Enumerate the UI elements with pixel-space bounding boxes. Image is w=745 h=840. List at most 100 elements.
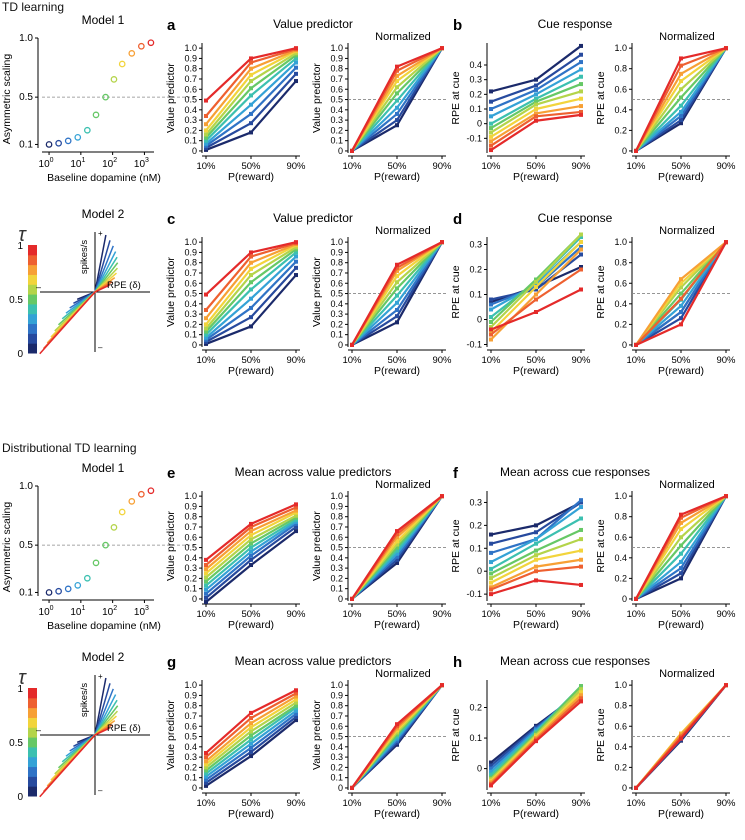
y-tick-label: 0.3 [469,240,482,250]
data-point [294,250,298,255]
y-axis-label: RPE at cue [450,519,462,572]
data-point [102,541,109,549]
data-point [440,240,444,245]
y-tick-label: 0.2 [330,125,343,135]
data-point [395,726,399,731]
data-point [204,147,208,152]
y-tick-label: 0.4 [184,105,197,115]
data-point [204,138,208,143]
x-tick-label: 90% [571,609,591,620]
data-point [249,749,253,754]
x-tick-label: 50% [241,355,261,366]
data-point [534,530,538,535]
y-tick-label: 0.4 [614,299,627,309]
data-point [204,774,208,779]
data-point [249,557,253,562]
chart-e-raw: 00.10.20.30.40.50.60.70.80.91.0 10% 50% 90%… [165,491,306,631]
data-point [489,772,493,777]
model-title: Model 2 [82,207,125,221]
chart-d-norm: 0 0.2 0.4 0.6 0.8 1.0 10% 50% 90% P(reward) RPE at… [595,225,736,377]
chart-title: Normalized [659,479,715,491]
data-point [440,46,444,51]
x-tick-label: 10% [481,798,501,809]
data-point [395,736,399,741]
data-point [350,342,354,347]
data-point [679,118,683,123]
slope-line-negative [39,734,96,798]
colorbar-segment [28,717,37,728]
data-point [137,490,145,498]
x-axis-label: P(reward) [228,171,274,183]
y-tick-label: 0 [622,146,627,156]
data-point [679,535,683,540]
y-tick-label: 0.5 [19,92,33,103]
minus-sign: – [36,725,41,735]
y-tick-label: 0.6 [184,278,197,288]
data-point [204,777,208,782]
data-point [579,235,583,239]
y-tick-label: 0.3 [330,115,343,125]
chart-title: Normalized [375,479,431,491]
y-tick-label: 0.5 [19,540,33,551]
y-tick-label: 0.1 [469,733,482,743]
data-point [249,745,253,750]
y-tick-label: 0.1 [469,104,482,114]
chart-b-raw: -0.1 0 0.1 0.2 0.3 0.4 10% 50% 90% P(reward) RPE a… [450,43,591,183]
data-point [395,111,399,116]
y-tick-label: 0 [192,340,197,350]
y-tick-label: 0.4 [184,553,197,563]
data-point [489,330,493,334]
data-point [489,107,493,111]
y-tick-label: 0.6 [184,721,197,731]
y-tick-label: 0.9 [330,53,343,63]
y-tick-label: 0.1 [330,773,343,783]
y-tick-label: 0.3 [330,752,343,762]
slope-line-positive [94,683,111,736]
colorbar-segment [28,746,37,758]
y-tick-label: 1.0 [184,680,197,690]
y-axis-label: RPE at cue [595,708,607,761]
data-point [534,96,538,101]
y-tick-label: -0.1 [466,340,482,350]
y-tick-label: 0.6 [614,721,627,731]
data-point [489,783,493,788]
x-tick-label: 10% [626,609,646,620]
y-tick-label: 0.8 [330,258,343,268]
y-tick-label: 1.0 [614,43,627,53]
y-tick-label: 1.0 [330,491,343,501]
colorbar-tick-label: 0 [17,349,23,360]
data-point [249,549,253,554]
data-point [249,79,253,84]
data-point [395,280,399,285]
y-tick-label: 0.7 [330,711,343,721]
data-point [249,725,253,730]
data-point [634,596,638,601]
rpe-axis-label: RPE (δ) [107,723,141,734]
chart-scaling-2: Model 1 0.1 0.5 1.0 100 101 102 103 Baseline dop… [1,461,196,632]
data-point [679,95,683,100]
data-point [579,109,583,114]
y-tick-label: 0.8 [330,512,343,522]
data-point [489,763,493,768]
data-point [294,65,298,70]
data-point [249,86,253,91]
x-tick-label: 50% [526,609,546,620]
data-point [294,703,298,708]
data-point [579,505,583,510]
chart-title: Normalized [375,668,431,680]
x-tick-label: 103 [134,605,149,618]
data-point [45,141,53,148]
data-point [55,139,62,147]
data-point [249,66,253,71]
data-point [579,498,583,503]
data-point [395,64,399,69]
y-tick-label: 0.6 [614,532,627,542]
y-tick-label: 0.5 [330,289,343,299]
y-tick-label: 0.8 [330,701,343,711]
y-tick-label: 0.2 [184,125,197,135]
data-point [534,292,538,297]
x-tick-label: 50% [241,798,261,809]
x-tick-label: 50% [526,161,546,172]
x-axis-label: P(reward) [228,619,274,631]
y-tick-label: 0 [192,594,197,604]
